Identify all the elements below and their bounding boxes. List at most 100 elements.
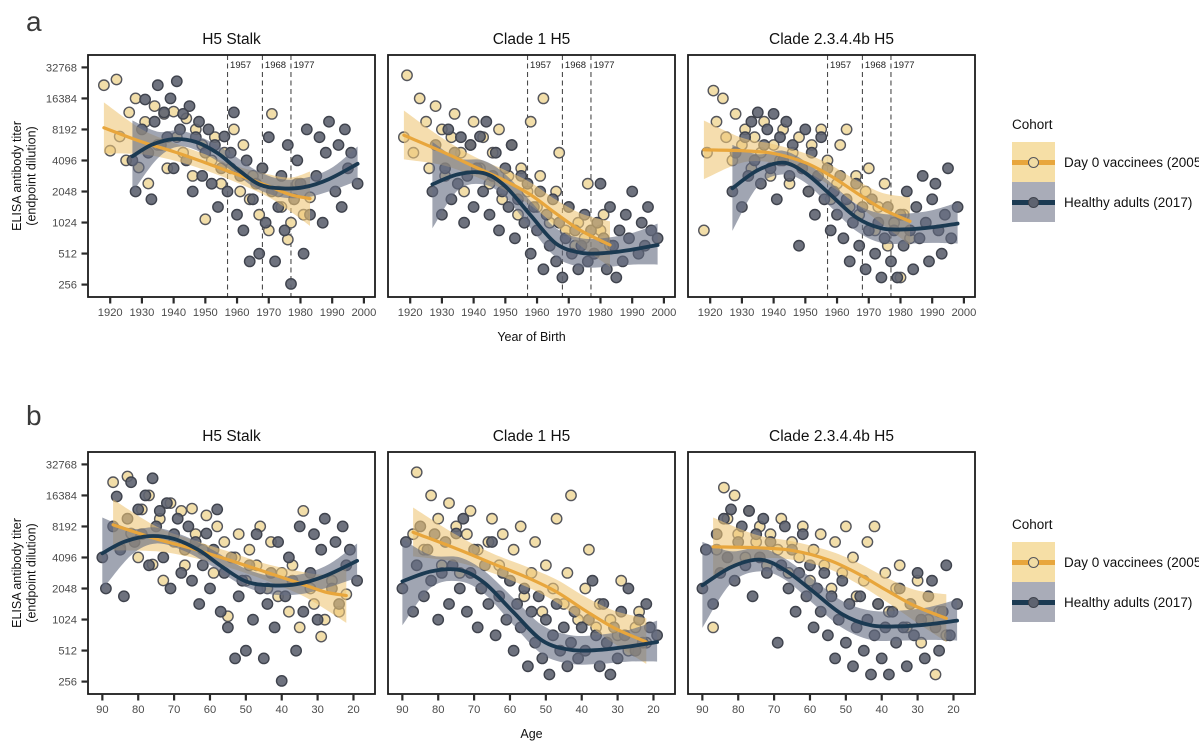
scatter-point xyxy=(698,224,710,237)
legend-key-vaccinees-icon xyxy=(1012,542,1055,582)
vline-label: 1957 xyxy=(830,60,851,71)
scatter-point xyxy=(837,232,850,245)
x-tick-label: 80 xyxy=(132,704,144,716)
x-tick-label: 2000 xyxy=(651,307,676,319)
panel-title: H5 Stalk xyxy=(202,31,261,48)
scatter-point xyxy=(761,123,774,136)
scatter-point xyxy=(496,528,509,541)
scatter-point xyxy=(315,630,328,643)
scatter-point xyxy=(507,543,520,556)
scatter-point xyxy=(323,115,335,128)
scatter-point xyxy=(923,255,935,268)
x-tick-label: 60 xyxy=(204,704,216,716)
scatter-point xyxy=(167,105,180,118)
scatter-point xyxy=(483,208,496,221)
scatter-point xyxy=(170,75,183,88)
scatter-point xyxy=(132,551,145,564)
scatter-point xyxy=(204,582,216,595)
scatter-point xyxy=(604,668,617,681)
y-tick-label: 16384 xyxy=(46,490,77,502)
x-tick-label: 1950 xyxy=(493,307,518,319)
x-tick-label: 60 xyxy=(804,704,816,716)
scatter-point xyxy=(268,621,281,634)
scatter-point xyxy=(107,476,120,489)
scatter-point xyxy=(257,652,270,665)
x-tick-label: 40 xyxy=(575,704,587,716)
trend-line-healthy-adults-2017 xyxy=(400,567,659,653)
scatter-point xyxy=(829,652,841,665)
scatter-point xyxy=(158,106,171,119)
x-tick-label: 40 xyxy=(275,704,287,716)
scatter-point xyxy=(125,476,138,489)
scatter-point xyxy=(401,69,413,82)
scatter-point xyxy=(464,139,477,151)
scatter-point xyxy=(278,224,291,237)
x-tick-label: 40 xyxy=(875,704,887,716)
scatter-point xyxy=(443,497,455,510)
x-tick-label: 1940 xyxy=(761,307,786,319)
x-tick-label: 70 xyxy=(468,704,480,716)
scatter-point xyxy=(281,139,294,151)
legend-title: Cohort xyxy=(1012,517,1053,532)
scatter-point xyxy=(142,177,155,190)
scatter-point xyxy=(834,139,847,151)
scatter-point xyxy=(308,528,320,541)
scatter-point xyxy=(796,528,809,541)
scatter-point xyxy=(610,271,623,284)
scatter-point xyxy=(247,613,259,626)
scatter-point xyxy=(918,652,931,665)
scatter-point xyxy=(854,590,867,603)
scatter-point xyxy=(250,528,263,541)
x-tick-label: 1920 xyxy=(698,307,723,319)
scatter-point xyxy=(443,598,455,610)
scatter-point xyxy=(822,629,834,642)
x-tick-label: 70 xyxy=(168,704,180,716)
vline-label: 1968 xyxy=(565,60,586,71)
scatter-point xyxy=(145,193,158,206)
scatter-point xyxy=(118,590,130,603)
scatter-point xyxy=(265,108,278,120)
legend-item-healthy-adults: Healthy adults (2017) xyxy=(1012,582,1197,622)
x-tick-label: 1920 xyxy=(398,307,423,319)
legend-label-healthy-adults: Healthy adults (2017) xyxy=(1064,194,1193,210)
scatter-point xyxy=(232,528,245,541)
vline-label: 1968 xyxy=(865,60,886,71)
scatter-point xyxy=(282,605,295,618)
scatter-point xyxy=(529,536,541,548)
scatter-point xyxy=(453,582,466,595)
scatter-point xyxy=(110,490,123,503)
scatter-point xyxy=(253,247,266,260)
scatter-point xyxy=(218,130,231,143)
scatter-point xyxy=(335,201,348,213)
trend-line-day-0-vaccinees-2005 xyxy=(702,148,912,223)
scatter-point xyxy=(458,185,470,198)
scatter-point xyxy=(153,505,166,517)
scatter-point xyxy=(875,271,888,284)
x-tick-label: 50 xyxy=(240,704,252,716)
scatter-point xyxy=(729,108,742,120)
confidence-ribbon-day-0-vaccinees-2005 xyxy=(413,507,647,664)
scatter-point xyxy=(561,566,574,579)
scatter-point xyxy=(926,574,938,587)
scatter-point xyxy=(743,505,755,517)
x-tick-label: 1970 xyxy=(256,307,281,319)
scatter-point xyxy=(338,123,351,136)
y-axis-title: ELISA antibody titer(endpoint dilution) xyxy=(10,518,38,628)
scatter-point xyxy=(227,106,240,119)
scatter-point xyxy=(489,629,502,642)
panel-a-clade-2-3-4-4b-h5: Clade 2.3.4.4b H5 1957 1968 1977 1920 1930 194… xyxy=(687,31,976,319)
scatter-point xyxy=(243,255,256,268)
scatter-point xyxy=(865,668,877,681)
scatter-point xyxy=(148,115,161,128)
scatter-point xyxy=(148,100,161,113)
scatter-point xyxy=(442,123,455,136)
scatter-point xyxy=(237,224,250,237)
scatter-point xyxy=(840,123,853,136)
vline-label: 1957 xyxy=(230,60,251,71)
trend-line-day-0-vaccinees-2005 xyxy=(102,126,312,201)
panel-title: Clade 1 H5 xyxy=(493,31,571,48)
scatter-point xyxy=(942,162,954,175)
trend-line-healthy-adults-2017 xyxy=(730,160,960,232)
panel-b-clade-2-3-4-4b-h5: Clade 2.3.4.4b H5 90 80 70 60 50 40 30 20 xyxy=(687,428,976,716)
